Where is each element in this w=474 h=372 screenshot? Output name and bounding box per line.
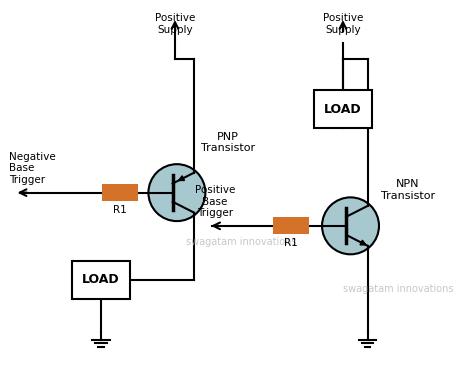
Text: Positive
Supply: Positive Supply bbox=[323, 13, 363, 35]
Bar bbox=[313, 90, 373, 128]
Text: swagatam innovations: swagatam innovations bbox=[186, 237, 297, 247]
Circle shape bbox=[322, 198, 379, 254]
Text: NPN
Transistor: NPN Transistor bbox=[381, 179, 435, 201]
Text: Positive
Supply: Positive Supply bbox=[155, 13, 195, 35]
Bar bbox=[72, 261, 130, 299]
Text: LOAD: LOAD bbox=[82, 273, 120, 286]
Polygon shape bbox=[179, 176, 184, 180]
Polygon shape bbox=[360, 240, 366, 245]
Circle shape bbox=[148, 164, 205, 221]
Text: R1: R1 bbox=[284, 238, 298, 248]
Text: R1: R1 bbox=[113, 205, 127, 215]
Text: LOAD: LOAD bbox=[324, 103, 362, 116]
Bar bbox=[102, 184, 138, 201]
Text: Negative
Base
Trigger: Negative Base Trigger bbox=[9, 152, 56, 185]
Text: PNP
Transistor: PNP Transistor bbox=[201, 132, 255, 153]
Bar bbox=[273, 217, 309, 234]
Text: Positive
Base
Trigger: Positive Base Trigger bbox=[195, 185, 235, 218]
Text: swagatam innovations: swagatam innovations bbox=[343, 285, 454, 294]
